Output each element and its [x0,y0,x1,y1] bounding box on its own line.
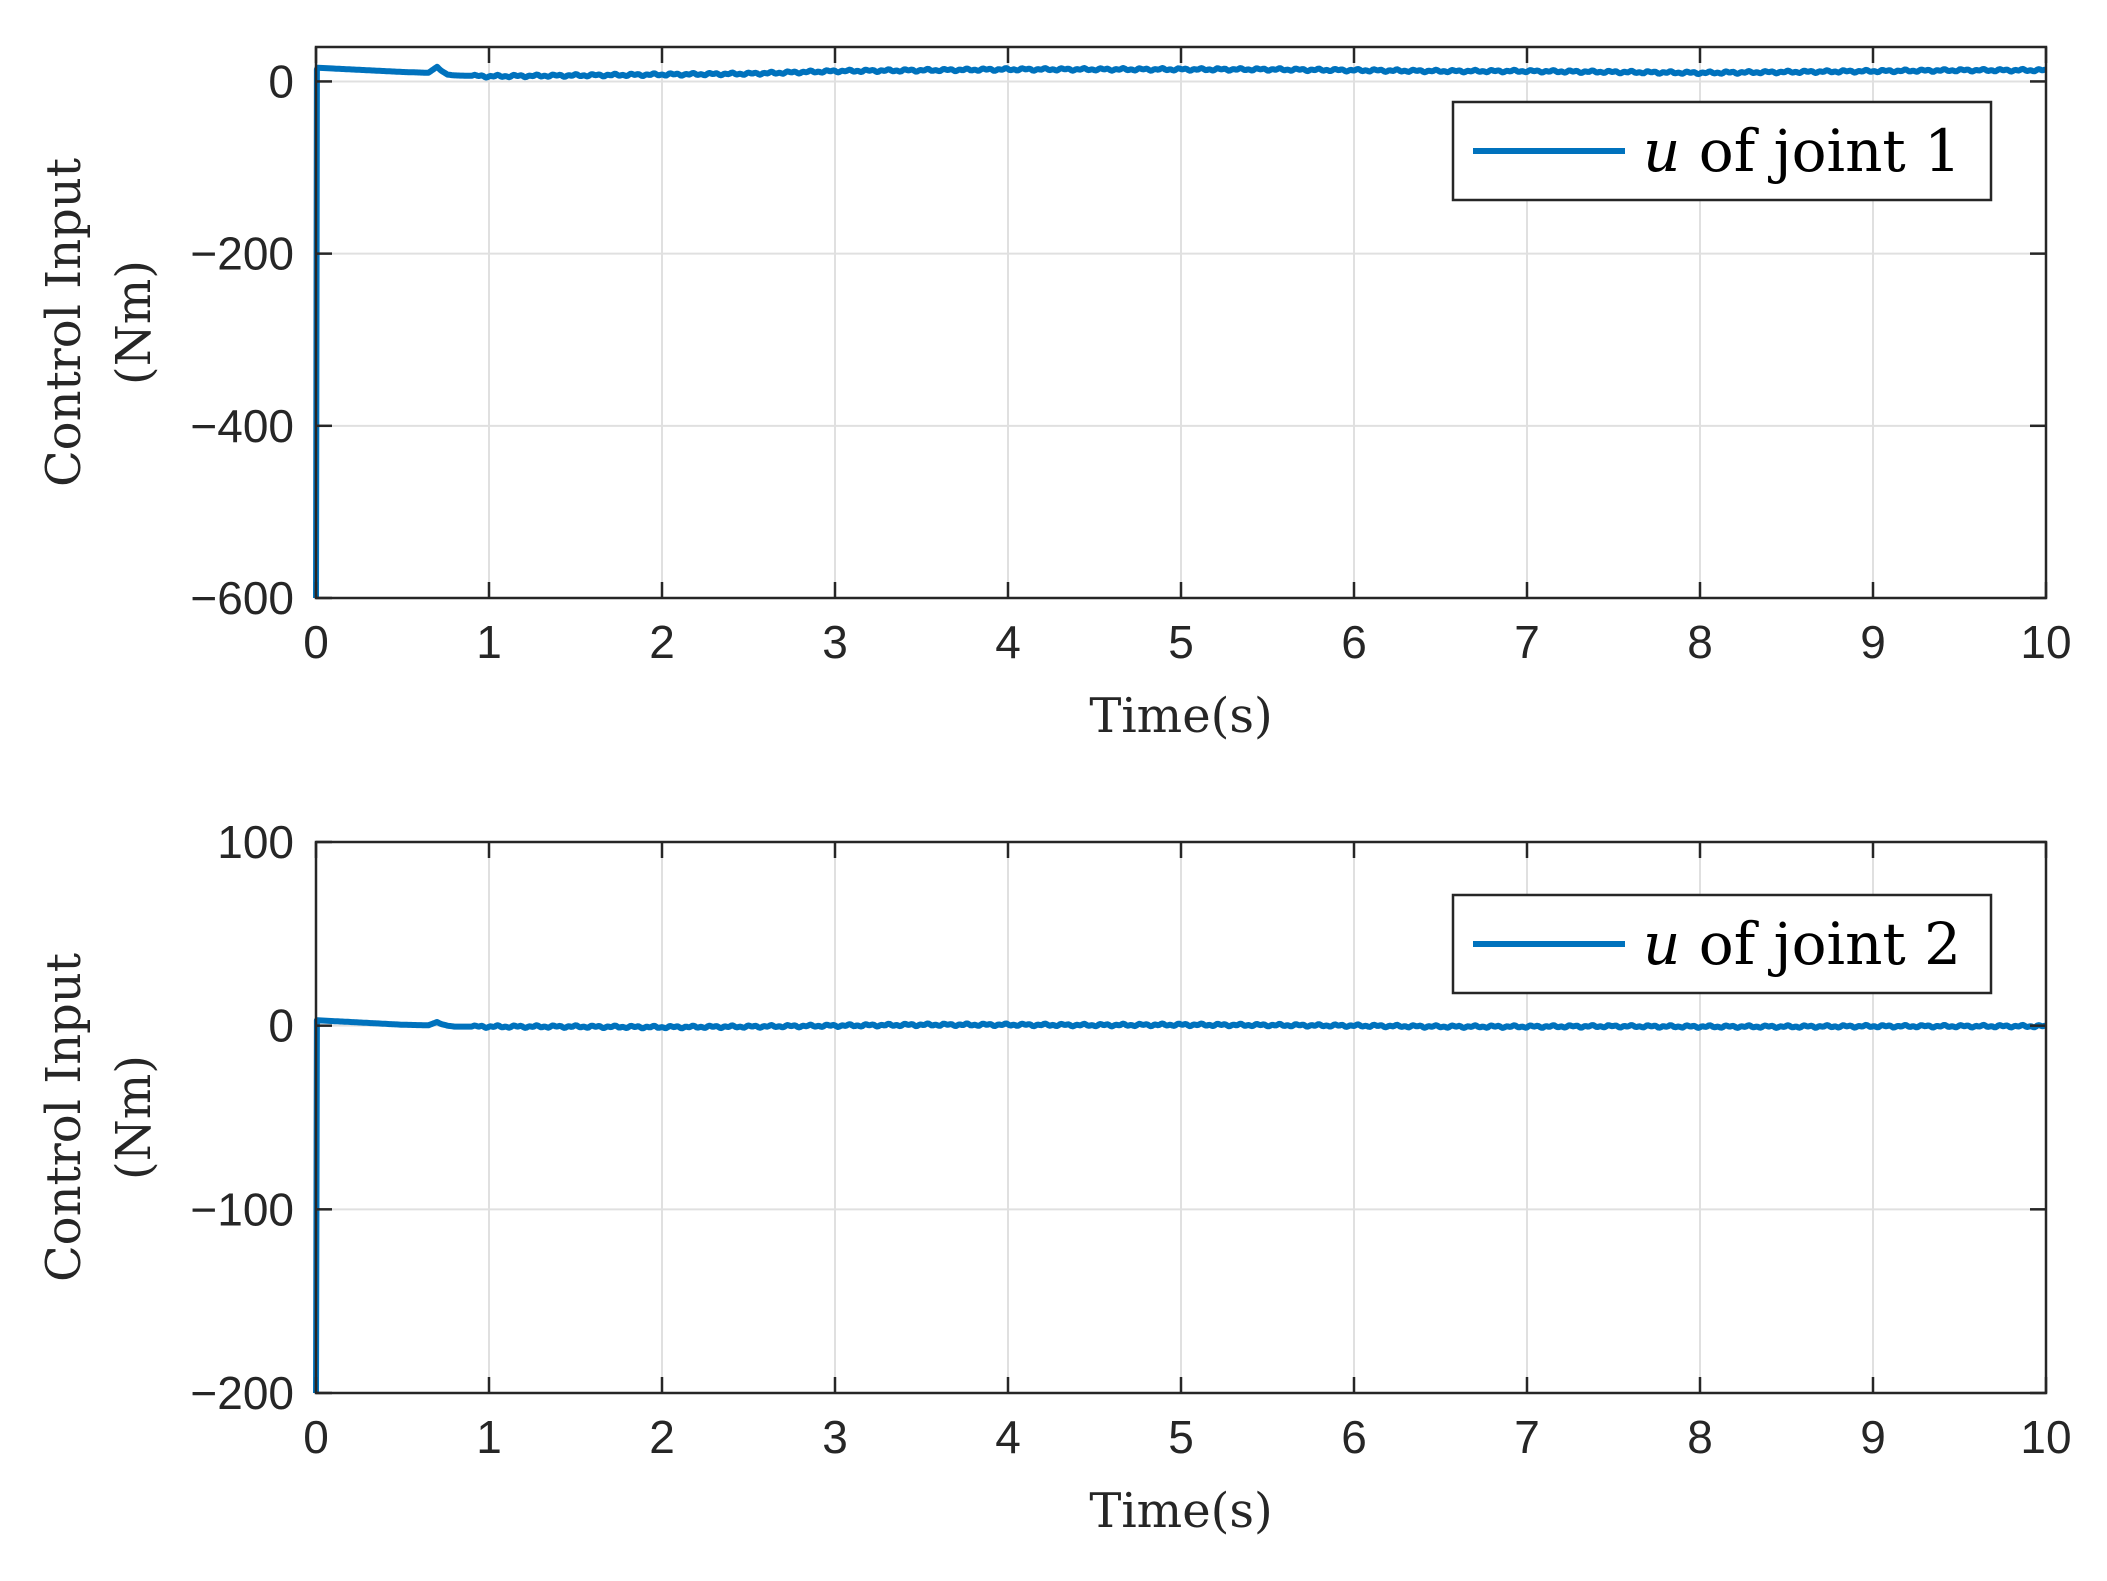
y-tick-label: 100 [217,816,294,868]
x-tick-label: 0 [303,1411,329,1463]
y-tick-label: 0 [268,55,294,107]
legend-label-text: of joint 2 [1680,910,1961,978]
y-tick-label: −600 [190,572,294,624]
x-tick-label: 7 [1514,616,1540,668]
legend-label: u of joint 2 [1643,910,1961,978]
y-axis-title-line-2: (Nm) [106,1055,162,1180]
series-line [313,63,2048,599]
y-tick-label: 0 [268,1000,294,1052]
legend-label: u of joint 1 [1643,117,1961,185]
legend: u of joint 2 [1451,893,1993,995]
x-tick-label: 10 [2020,1411,2071,1463]
x-tick-label: 5 [1168,616,1194,668]
y-axis-title-line-1: Control Input [36,953,92,1282]
x-tick-label: 2 [649,616,675,668]
x-tick-label: 1 [476,616,502,668]
x-tick-label: 1 [476,1411,502,1463]
x-tick-label: 4 [995,1411,1021,1463]
y-tick-label: −400 [190,400,294,452]
x-tick-label: 8 [1687,1411,1713,1463]
y-tick-label: −200 [190,1367,294,1419]
x-tick-label: 5 [1168,1411,1194,1463]
x-tick-label: 8 [1687,616,1713,668]
y-axis-title-line-2: (Nm) [106,260,162,385]
legend-label-variable: u [1643,117,1680,185]
y-tick-label: −200 [190,228,294,280]
x-tick-label: 6 [1341,616,1367,668]
legend-label-text: of joint 1 [1680,117,1961,185]
x-tick-label: 9 [1860,1411,1886,1463]
x-tick-label: 0 [303,616,329,668]
y-tick-label: −100 [190,1183,294,1235]
y-axis-title-line-1: Control Input [36,158,92,487]
x-tick-label: 7 [1514,1411,1540,1463]
x-tick-label: 3 [822,616,848,668]
series-line [313,1017,2048,1394]
x-tick-label: 6 [1341,1411,1367,1463]
legend-label-variable: u [1643,910,1680,978]
x-tick-label: 10 [2020,616,2071,668]
x-tick-label: 4 [995,616,1021,668]
legend-box [1451,100,1993,202]
x-tick-label: 3 [822,1411,848,1463]
x-axis-title: Time(s) [1089,688,1272,744]
subplot-joint-1: 0 1 2 3 4 5 6 7 8 9 10 0 −200 −400 −600 Time(s) Control … [36,45,2072,744]
legend: u of joint 1 [1451,100,1993,202]
subplot-joint-2: 0 1 2 3 4 5 6 7 8 9 10 100 0 −100 −200 Time(s) Control I… [36,816,2072,1539]
x-axis-title: Time(s) [1089,1483,1272,1539]
x-tick-label: 2 [649,1411,675,1463]
x-tick-label: 9 [1860,616,1886,668]
